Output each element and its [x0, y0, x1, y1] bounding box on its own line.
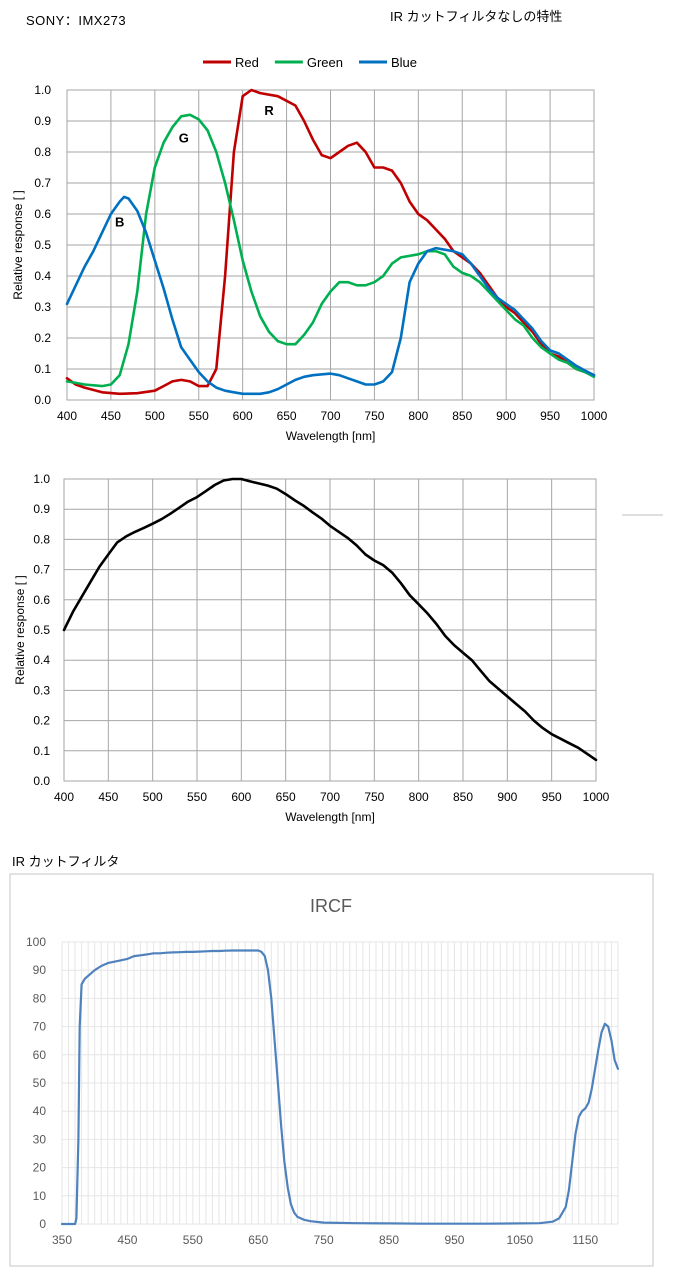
y-tick-label: 0.3: [33, 683, 50, 697]
x-axis-label: Wavelength [nm]: [286, 429, 376, 443]
x-axis-label: Wavelength [nm]: [285, 810, 375, 824]
y-tick-label: 0: [39, 1217, 46, 1231]
x-tick-label: 1050: [507, 1233, 534, 1247]
y-tick-label: 0.8: [34, 145, 51, 159]
x-tick-label: 350: [52, 1233, 72, 1247]
y-tick-label: 0.6: [33, 593, 50, 607]
x-tick-label: 900: [497, 790, 517, 804]
y-tick-label: 10: [33, 1189, 47, 1203]
y-tick-label: 0.4: [33, 653, 50, 667]
series-line-blue: [65, 195, 596, 396]
y-tick-label: 0.1: [34, 362, 51, 376]
x-tick-label: 700: [320, 409, 340, 423]
legend-label: Red: [235, 55, 259, 70]
y-tick-label: 60: [33, 1048, 47, 1062]
x-tick-label: 650: [276, 790, 296, 804]
x-tick-label: 1000: [581, 409, 608, 423]
series-line-0: [60, 949, 620, 1226]
x-tick-label: 450: [117, 1233, 137, 1247]
y-tick-label: 0.1: [33, 744, 50, 758]
mono-response-chart: 0.0 0.1 0.2 0.3 0.4 0.5 0.6 0.7 0.8 0.9 1.0 400 450 5…: [13, 472, 663, 824]
x-tick-label: 850: [453, 790, 473, 804]
x-tick-label: 1150: [572, 1233, 598, 1247]
x-tick-label: 600: [231, 790, 251, 804]
y-tick-label: 0.9: [34, 114, 51, 128]
y-tick-label: 0.0: [34, 393, 51, 407]
x-tick-label: 650: [248, 1233, 268, 1247]
y-tick-label: 50: [33, 1076, 47, 1090]
chart-group-title: IR カットフィルタなしの特性: [390, 9, 563, 24]
rgb-response-chart: 0.0 0.1 0.2 0.3 0.4 0.5 0.6 0.7 0.8 0.9 1.0 400 450 5…: [11, 55, 608, 443]
y-tick-label: 0.5: [33, 623, 50, 637]
series-annotation: R: [264, 103, 274, 118]
y-tick-label: 80: [33, 991, 47, 1005]
plot-area-border: [66, 89, 595, 401]
x-tick-label: 450: [98, 790, 118, 804]
y-tick-label: 40: [33, 1104, 47, 1118]
y-axis-label: Relative response [ ]: [13, 575, 27, 684]
x-tick-label: 500: [145, 409, 165, 423]
x-tick-label: 800: [408, 409, 428, 423]
y-tick-label: 90: [33, 963, 47, 977]
series-line-0: [62, 477, 598, 762]
x-tick-label: 750: [364, 409, 384, 423]
y-tick-label: 1.0: [33, 472, 50, 486]
y-axis-label: Relative response [ ]: [11, 190, 25, 299]
y-tick-label: 0.6: [34, 207, 51, 221]
y-tick-label: 70: [33, 1020, 47, 1034]
x-tick-label: 600: [233, 409, 253, 423]
x-tick-label: 550: [189, 409, 209, 423]
y-tick-label: 0.8: [33, 532, 50, 546]
series-line-green: [65, 113, 596, 388]
y-tick-label: 0.2: [34, 331, 51, 345]
x-tick-label: 400: [57, 409, 77, 423]
y-tick-label: 0.3: [34, 300, 51, 314]
y-tick-label: 0.9: [33, 502, 50, 516]
ircf-section-label: IR カットフィルタ: [12, 854, 120, 869]
x-tick-label: 900: [496, 409, 516, 423]
x-tick-label: 450: [101, 409, 121, 423]
x-tick-label: 750: [314, 1233, 334, 1247]
x-tick-label: 400: [54, 790, 74, 804]
x-tick-label: 1000: [583, 790, 610, 804]
ircf-chart: 0 10 20 30 40 50 60 70 80 90 100 350 450 550 650 750 850…: [9, 873, 654, 1267]
y-tick-label: 0.7: [33, 563, 50, 577]
x-tick-label: 650: [277, 409, 297, 423]
chart-title: IRCF: [310, 896, 352, 916]
y-tick-label: 0.0: [33, 774, 50, 788]
y-tick-label: 100: [26, 935, 46, 949]
x-tick-label: 750: [364, 790, 384, 804]
series-annotation: G: [179, 131, 189, 146]
legend-label: Blue: [391, 55, 417, 70]
y-tick-label: 20: [33, 1161, 47, 1175]
y-tick-label: 0.7: [34, 176, 51, 190]
chart-frame: [9, 873, 654, 1267]
x-tick-label: 850: [379, 1233, 399, 1247]
y-tick-label: 1.0: [34, 83, 51, 97]
x-tick-label: 500: [143, 790, 163, 804]
x-tick-label: 700: [320, 790, 340, 804]
x-tick-label: 950: [540, 409, 560, 423]
y-tick-label: 0.4: [34, 269, 51, 283]
x-tick-label: 550: [187, 790, 207, 804]
x-tick-label: 550: [183, 1233, 203, 1247]
y-tick-label: 30: [33, 1132, 47, 1146]
x-tick-label: 800: [409, 790, 429, 804]
y-tick-label: 0.2: [33, 714, 50, 728]
y-tick-label: 0.5: [34, 238, 51, 252]
sensor-title: SONY：IMX273: [26, 13, 127, 28]
x-tick-label: 950: [444, 1233, 464, 1247]
series-annotation: B: [115, 214, 124, 229]
x-tick-label: 850: [452, 409, 472, 423]
legend-label: Green: [307, 55, 343, 70]
x-tick-label: 950: [542, 790, 562, 804]
series-line-red: [65, 88, 596, 396]
